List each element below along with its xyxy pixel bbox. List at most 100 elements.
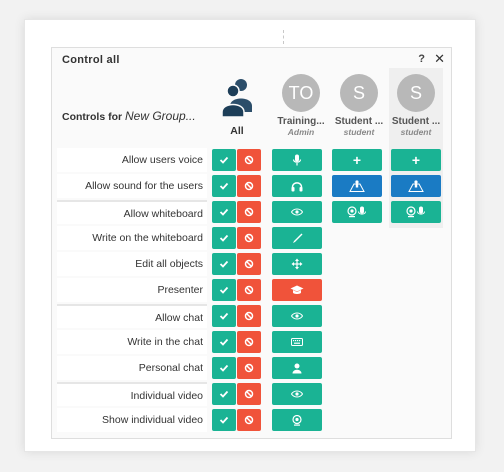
user-icon <box>292 363 302 373</box>
student-2-voice-button[interactable]: + <box>391 149 441 171</box>
webcam-icon <box>292 414 302 426</box>
allow-all-button[interactable] <box>212 409 236 431</box>
check-icon <box>219 260 229 268</box>
group-voice-toggle[interactable] <box>272 149 322 171</box>
user-role: student <box>400 127 432 137</box>
group-presenter-toggle[interactable] <box>272 279 322 301</box>
check-icon <box>219 286 229 294</box>
control-label: Allow chat <box>57 304 207 328</box>
check-icon <box>219 338 229 346</box>
allow-all-button[interactable] <box>212 305 236 327</box>
ban-icon <box>244 259 254 269</box>
group-write-whiteboard-toggle[interactable] <box>272 227 322 249</box>
control-row-edit-objects: Edit all objects <box>57 252 337 278</box>
check-icon <box>219 208 229 216</box>
deny-all-button[interactable] <box>237 149 261 171</box>
control-row-allow-whiteboard: Allow whiteboard <box>57 200 337 226</box>
ban-icon <box>244 337 254 347</box>
controls-list: Allow users voice Allow sound for the us… <box>57 148 337 434</box>
move-icon <box>291 258 303 270</box>
student-2-whiteboard-button[interactable] <box>391 201 441 223</box>
deny-all-button[interactable] <box>237 331 261 353</box>
allow-all-button[interactable] <box>212 279 236 301</box>
allow-all-button[interactable] <box>212 383 236 405</box>
control-label: Presenter <box>57 278 207 302</box>
student-1-voice-button[interactable]: + <box>332 149 382 171</box>
ban-icon <box>244 285 254 295</box>
deny-all-button[interactable] <box>237 305 261 327</box>
controls-for-heading: Controls for New Group... <box>62 109 196 123</box>
control-row-allow-chat: Allow chat <box>57 304 337 330</box>
control-label: Show individual video <box>57 408 207 432</box>
webcam-mic-icon <box>406 206 425 218</box>
student-1-whiteboard-button[interactable] <box>332 201 382 223</box>
allow-all-button[interactable] <box>212 149 236 171</box>
microphone-icon <box>292 154 302 166</box>
avatar: S <box>397 74 435 112</box>
group-users-icon <box>221 79 252 118</box>
pen-icon <box>292 233 302 243</box>
group-chat-toggle[interactable] <box>272 305 322 327</box>
allow-all-button[interactable] <box>212 201 236 223</box>
control-row-allow-users-voice: Allow users voice <box>57 148 337 174</box>
user-role: Admin <box>287 127 315 137</box>
user-column-training: TO Training... Admin <box>274 74 328 137</box>
all-column-header: All <box>212 76 262 137</box>
group-name: New Group... <box>125 109 196 123</box>
control-label: Allow whiteboard <box>57 200 207 224</box>
ban-icon <box>244 181 254 191</box>
allow-all-button[interactable] <box>212 357 236 379</box>
control-label: Personal chat <box>57 356 207 380</box>
ban-icon <box>244 389 254 399</box>
check-icon <box>219 364 229 372</box>
avatar: S <box>340 74 378 112</box>
allow-all-button[interactable] <box>212 253 236 275</box>
ban-icon <box>244 155 254 165</box>
help-button[interactable]: ? <box>418 53 425 65</box>
allow-all-button[interactable] <box>212 227 236 249</box>
control-row-allow-sound: Allow sound for the users <box>57 174 337 200</box>
close-button[interactable]: ✕ <box>434 51 445 66</box>
group-edit-objects-toggle[interactable] <box>272 253 322 275</box>
deny-all-button[interactable] <box>237 227 261 249</box>
deny-all-button[interactable] <box>237 253 261 275</box>
ban-icon <box>244 363 254 373</box>
all-label: All <box>230 125 244 137</box>
user-name: Student ... <box>334 116 384 127</box>
group-personal-chat-toggle[interactable] <box>272 357 322 379</box>
eye-icon <box>291 208 303 216</box>
control-label: Allow users voice <box>57 148 207 172</box>
user-role: student <box>343 127 375 137</box>
deny-all-button[interactable] <box>237 383 261 405</box>
deny-all-button[interactable] <box>237 175 261 197</box>
check-icon <box>219 156 229 164</box>
deny-all-button[interactable] <box>237 409 261 431</box>
control-label: Edit all objects <box>57 252 207 276</box>
group-video-toggle[interactable] <box>272 383 322 405</box>
check-icon <box>219 416 229 424</box>
control-label: Write on the whiteboard <box>57 226 207 250</box>
drag-handle[interactable] <box>283 30 285 44</box>
student-1-sound-button[interactable] <box>332 175 382 197</box>
group-show-video-toggle[interactable] <box>272 409 322 431</box>
user-column-student-1: S Student ... student <box>332 74 386 137</box>
user-name: Student ... <box>391 116 441 127</box>
allow-all-button[interactable] <box>212 175 236 197</box>
student-2-sound-button[interactable] <box>391 175 441 197</box>
presenter-stage-icon <box>349 180 365 192</box>
avatar: TO <box>282 74 320 112</box>
eye-icon <box>291 312 303 320</box>
deny-all-button[interactable] <box>237 201 261 223</box>
group-whiteboard-toggle[interactable] <box>272 201 322 223</box>
group-sound-toggle[interactable] <box>272 175 322 197</box>
check-icon <box>219 182 229 190</box>
deny-all-button[interactable] <box>237 279 261 301</box>
group-write-chat-toggle[interactable] <box>272 331 322 353</box>
control-row-personal-chat: Personal chat <box>57 356 337 382</box>
ban-icon <box>244 207 254 217</box>
control-row-show-video: Show individual video <box>57 408 337 434</box>
presenter-stage-icon <box>408 180 424 192</box>
allow-all-button[interactable] <box>212 331 236 353</box>
deny-all-button[interactable] <box>237 357 261 379</box>
headphones-icon <box>291 181 303 191</box>
